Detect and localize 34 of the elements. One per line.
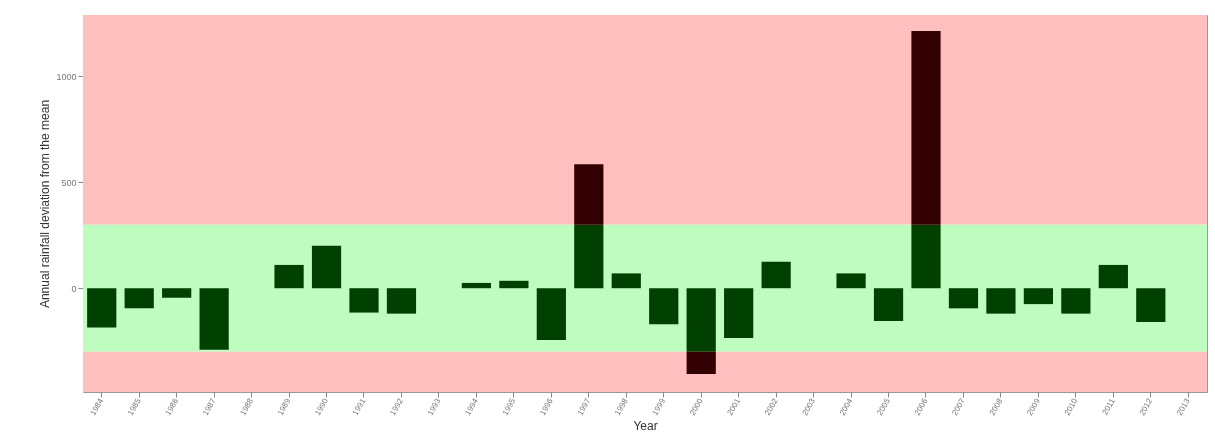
bar [986, 288, 1016, 314]
x-axis-title: Year [633, 418, 658, 433]
bar [311, 245, 342, 289]
bar [124, 288, 154, 309]
bar [836, 273, 866, 289]
bar [686, 351, 716, 374]
bar [274, 264, 304, 289]
bar [574, 224, 604, 289]
bar [911, 224, 941, 289]
bar [873, 288, 904, 322]
bar [1136, 288, 1166, 323]
bar [1098, 264, 1128, 289]
bar [461, 282, 492, 289]
bar [649, 288, 679, 325]
y-tick-label: 1000 [56, 71, 77, 82]
bar [761, 261, 791, 289]
bar [162, 288, 192, 298]
bar [686, 288, 716, 352]
y-axis-title: Annual rainfall deviation from the mean [38, 99, 53, 309]
y-tick-label: 500 [61, 177, 77, 188]
bar [87, 288, 117, 328]
bar [911, 30, 941, 225]
bar [724, 288, 754, 338]
bar [1023, 288, 1054, 305]
bar [948, 288, 979, 309]
bar [1061, 288, 1091, 314]
bar [199, 288, 229, 350]
bar [386, 288, 417, 314]
y-tick-label: 0 [71, 283, 77, 294]
bar [499, 280, 529, 289]
bar [349, 288, 379, 313]
bar [574, 164, 604, 225]
bar [611, 273, 641, 289]
bar [536, 288, 566, 341]
